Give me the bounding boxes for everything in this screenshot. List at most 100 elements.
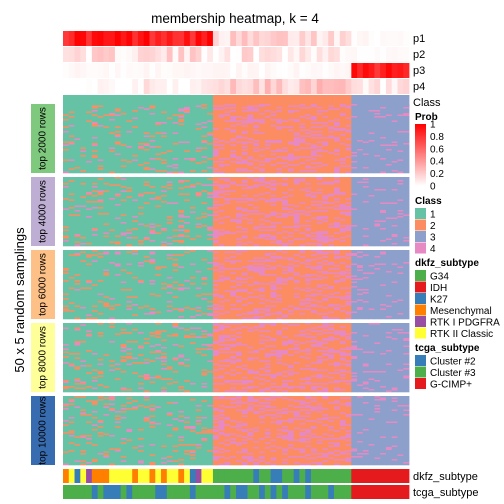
membership-cell	[143, 128, 150, 130]
membership-cell	[374, 196, 381, 199]
membership-cell	[368, 152, 375, 154]
membership-cell	[97, 223, 104, 226]
membership-cell	[328, 128, 335, 130]
membership-cell	[339, 199, 346, 202]
membership-cell	[143, 116, 150, 118]
membership-cell	[305, 193, 312, 196]
membership-cell	[380, 120, 387, 123]
membership-cell	[334, 168, 341, 171]
membership-cell	[264, 196, 271, 199]
membership-cell	[247, 192, 254, 194]
membership-cell	[374, 187, 381, 190]
membership-cell	[293, 110, 300, 112]
membership-cell	[155, 187, 162, 190]
membership-cell	[380, 143, 387, 145]
membership-cell	[201, 134, 208, 136]
membership-cell	[247, 131, 254, 133]
membership-cell	[264, 201, 271, 203]
membership-cell	[166, 199, 173, 202]
membership-cell	[207, 170, 214, 172]
membership-cell	[247, 150, 254, 153]
membership-cell	[137, 222, 145, 224]
membership-cell	[299, 223, 306, 226]
membership-cell	[120, 164, 127, 166]
membership-cell	[137, 120, 145, 123]
membership-cell	[103, 123, 110, 126]
prob-cell-p1	[63, 31, 70, 46]
membership-cell	[137, 202, 145, 205]
membership-cell	[91, 140, 98, 142]
membership-cell	[357, 123, 364, 126]
membership-cell	[63, 159, 70, 162]
membership-cell	[109, 108, 116, 111]
membership-cell	[264, 119, 271, 121]
membership-cell	[201, 211, 208, 214]
membership-cell	[403, 156, 410, 159]
membership-cell	[166, 104, 173, 106]
membership-cell	[120, 143, 127, 145]
membership-cell	[287, 186, 295, 188]
membership-cell	[178, 132, 185, 135]
membership-cell	[380, 117, 387, 120]
membership-cell	[351, 184, 358, 187]
membership-cell	[351, 223, 358, 226]
membership-cell	[137, 167, 145, 169]
membership-cell	[103, 181, 110, 184]
membership-cell	[397, 105, 404, 108]
membership-cell	[172, 104, 179, 106]
membership-cell	[264, 223, 271, 226]
membership-cell	[207, 186, 214, 188]
membership-cell	[362, 129, 370, 132]
membership-cell	[351, 195, 358, 197]
membership-cell	[86, 110, 93, 112]
membership-cell	[310, 104, 318, 106]
membership-cell	[334, 178, 341, 181]
membership-cell	[109, 135, 116, 138]
membership-cell	[184, 186, 191, 188]
membership-cell	[114, 202, 122, 205]
membership-cell	[236, 158, 243, 160]
membership-cell	[68, 205, 75, 208]
prob-cell-p1	[126, 31, 133, 46]
membership-cell	[161, 156, 168, 159]
membership-cell	[218, 150, 225, 153]
membership-cell	[276, 152, 283, 154]
membership-cell	[172, 161, 179, 163]
membership-cell	[334, 107, 341, 109]
membership-cell	[74, 170, 81, 172]
membership-cell	[270, 113, 277, 115]
membership-cell	[166, 202, 173, 205]
membership-cell	[282, 216, 289, 218]
membership-cell	[201, 116, 208, 118]
membership-cell	[299, 141, 306, 144]
membership-cell	[218, 187, 225, 190]
membership-cell	[155, 107, 162, 109]
membership-cell	[126, 147, 133, 150]
membership-cell	[189, 211, 197, 214]
membership-cell	[397, 164, 404, 166]
membership-cell	[166, 223, 173, 226]
membership-cell	[155, 137, 162, 139]
membership-cell	[276, 123, 283, 126]
membership-cell	[334, 110, 341, 112]
membership-cell	[230, 161, 237, 163]
membership-cell	[178, 138, 185, 141]
membership-cell	[299, 207, 306, 209]
prob-cell-p4	[97, 79, 104, 94]
membership-cell	[230, 168, 237, 171]
membership-cell	[97, 137, 104, 139]
membership-cell	[201, 140, 208, 142]
membership-cell	[103, 152, 110, 154]
membership-cell	[184, 216, 191, 218]
membership-cell	[149, 192, 156, 194]
membership-cell	[293, 214, 300, 217]
membership-cell	[305, 149, 312, 151]
membership-cell	[166, 210, 173, 212]
membership-cell	[218, 180, 225, 182]
membership-cell	[224, 147, 231, 150]
membership-cell	[357, 164, 364, 166]
membership-cell	[132, 171, 139, 174]
membership-cell	[212, 208, 220, 211]
membership-cell	[195, 116, 202, 118]
membership-cell	[287, 168, 295, 171]
